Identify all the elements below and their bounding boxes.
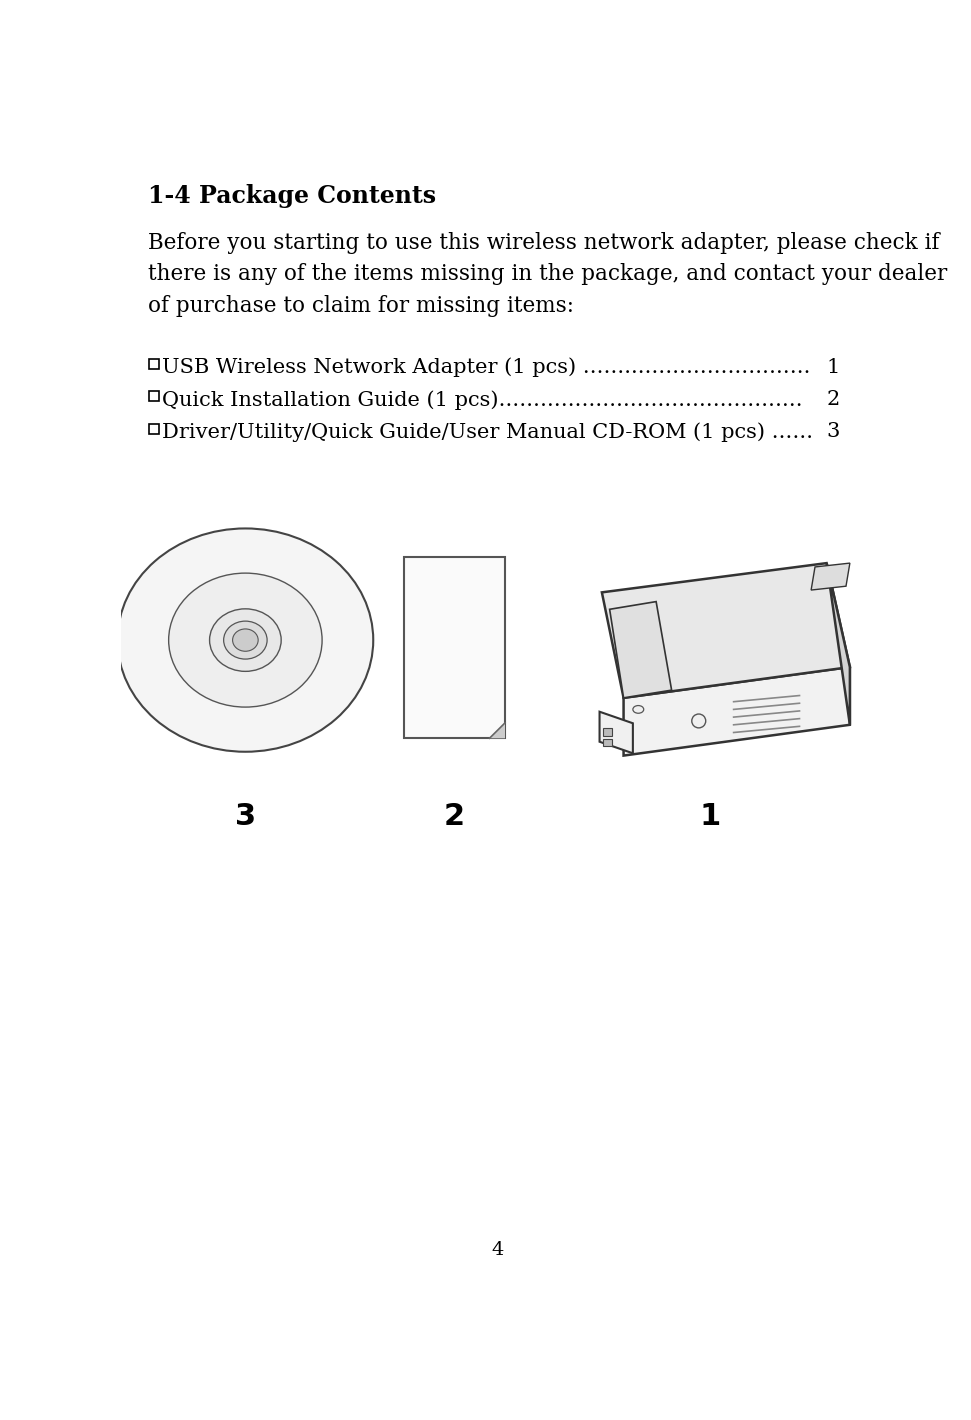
Bar (149, 392, 158, 402)
Text: 2: 2 (826, 391, 840, 409)
Text: 4: 4 (491, 1241, 503, 1258)
Ellipse shape (223, 621, 267, 659)
Ellipse shape (169, 574, 322, 707)
Text: 1-4 Package Contents: 1-4 Package Contents (149, 185, 437, 209)
Text: Driver/Utility/Quick Guide/User Manual CD-ROM (1 pcs) ……: Driver/Utility/Quick Guide/User Manual C… (162, 422, 813, 442)
Polygon shape (811, 564, 850, 591)
Circle shape (691, 714, 706, 728)
Polygon shape (623, 667, 850, 755)
Bar (603, 738, 612, 747)
Text: Before you starting to use this wireless network adapter, please check if
there : Before you starting to use this wireless… (149, 231, 948, 317)
Text: Quick Installation Guide (1 pcs)……………….…………………….: Quick Installation Guide (1 pcs)……………….…… (162, 391, 802, 409)
Text: 1: 1 (700, 802, 721, 831)
Text: 1: 1 (826, 358, 840, 376)
Bar (149, 423, 158, 433)
Polygon shape (610, 602, 672, 697)
Text: 3: 3 (235, 802, 256, 831)
Text: 2: 2 (444, 802, 465, 831)
Ellipse shape (210, 609, 282, 672)
Bar (603, 728, 612, 736)
Ellipse shape (633, 706, 644, 713)
Polygon shape (489, 723, 505, 738)
Polygon shape (826, 564, 850, 724)
Polygon shape (599, 711, 633, 753)
Polygon shape (602, 564, 850, 697)
Ellipse shape (233, 629, 258, 652)
Bar (149, 359, 158, 369)
Text: 3: 3 (826, 422, 840, 442)
Bar (404, 557, 505, 738)
Text: USB Wireless Network Adapter (1 pcs) ……...……………………: USB Wireless Network Adapter (1 pcs) …….… (162, 358, 810, 378)
Ellipse shape (117, 528, 373, 751)
